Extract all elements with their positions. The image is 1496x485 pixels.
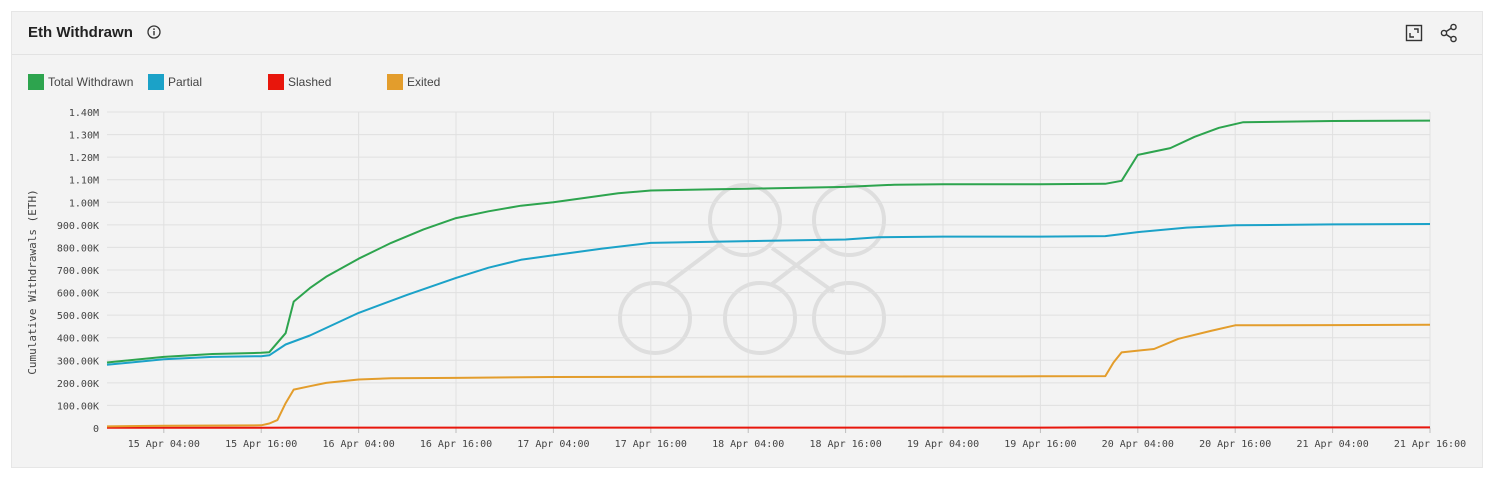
y-tick-label: 300.00K [57, 356, 99, 367]
legend-swatch-partial [148, 74, 164, 90]
y-tick-label: 100.00K [57, 401, 99, 412]
legend-label-exited: Exited [407, 75, 441, 89]
x-tick-label: 19 Apr 04:00 [907, 439, 979, 450]
legend-label-total: Total Withdrawn [48, 75, 134, 89]
series-line-exited[interactable] [106, 323, 1431, 428]
y-tick-label: 700.00K [57, 266, 99, 277]
y-tick-label: 500.00K [57, 311, 99, 322]
y-tick-label: 800.00K [57, 243, 99, 254]
watermark-logo [618, 183, 886, 355]
x-tick-label: 20 Apr 16:00 [1199, 439, 1271, 450]
info-icon[interactable] [147, 25, 161, 39]
y-tick-label: 900.00K [57, 221, 99, 232]
legend-swatch-total [28, 74, 44, 90]
y-tick-label: 1.30M [69, 131, 99, 142]
x-tick-label: 17 Apr 04:00 [517, 439, 589, 450]
share-icon[interactable] [1440, 23, 1458, 43]
x-tick-label: 15 Apr 16:00 [225, 439, 297, 450]
legend-label-partial: Partial [168, 75, 203, 89]
x-tick-label: 16 Apr 04:00 [322, 439, 394, 450]
y-tick-label: 1.20M [69, 153, 99, 164]
y-tick-label: 1.40M [69, 108, 99, 119]
y-tick-label: 1.00M [69, 198, 99, 209]
y-tick-label: 200.00K [57, 379, 99, 390]
series-lines [106, 119, 1431, 429]
x-tick-label: 15 Apr 04:00 [128, 439, 200, 450]
legend-label-slashed: Slashed [288, 75, 332, 89]
y-tick-label: 0 [93, 424, 99, 435]
y-tick-label: 1.10M [69, 176, 99, 187]
chart-title: Eth Withdrawn [28, 24, 133, 41]
expand-icon[interactable] [1405, 24, 1423, 42]
x-tick-label: 19 Apr 16:00 [1004, 439, 1076, 450]
x-tick-label: 21 Apr 16:00 [1394, 439, 1466, 450]
x-tick-label: 18 Apr 04:00 [712, 439, 784, 450]
y-tick-label: 600.00K [57, 289, 99, 300]
y-axis: 0 100.00K 200.00K 300.00K 400.00K 500.00K 600.… [57, 108, 99, 435]
x-axis: 15 Apr 04:00 15 Apr 16:00 16 Apr 04:00 16 A… [107, 427, 1466, 450]
y-axis-label: Cumulative Withdrawals (ETH) [26, 189, 39, 374]
x-tick-label: 21 Apr 04:00 [1296, 439, 1368, 450]
x-tick-label: 18 Apr 16:00 [809, 439, 881, 450]
x-tick-label: 20 Apr 04:00 [1102, 439, 1174, 450]
legend-swatch-exited [387, 74, 403, 90]
series-line-total-withdrawn[interactable] [106, 119, 1431, 364]
legend-swatch-slashed [268, 74, 284, 90]
y-tick-label: 400.00K [57, 334, 99, 345]
line-chart: 0 100.00K 200.00K 300.00K 400.00K 500.00K 600.… [26, 108, 1466, 450]
series-line-partial[interactable] [106, 223, 1431, 366]
card-header: Eth Withdrawn [12, 12, 1482, 55]
x-tick-label: 16 Apr 16:00 [420, 439, 492, 450]
grid-lines [107, 111, 1431, 429]
x-tick-label: 17 Apr 16:00 [615, 439, 687, 450]
chart-card: Eth Withdrawn Total Withdrawn Partial [11, 11, 1483, 468]
